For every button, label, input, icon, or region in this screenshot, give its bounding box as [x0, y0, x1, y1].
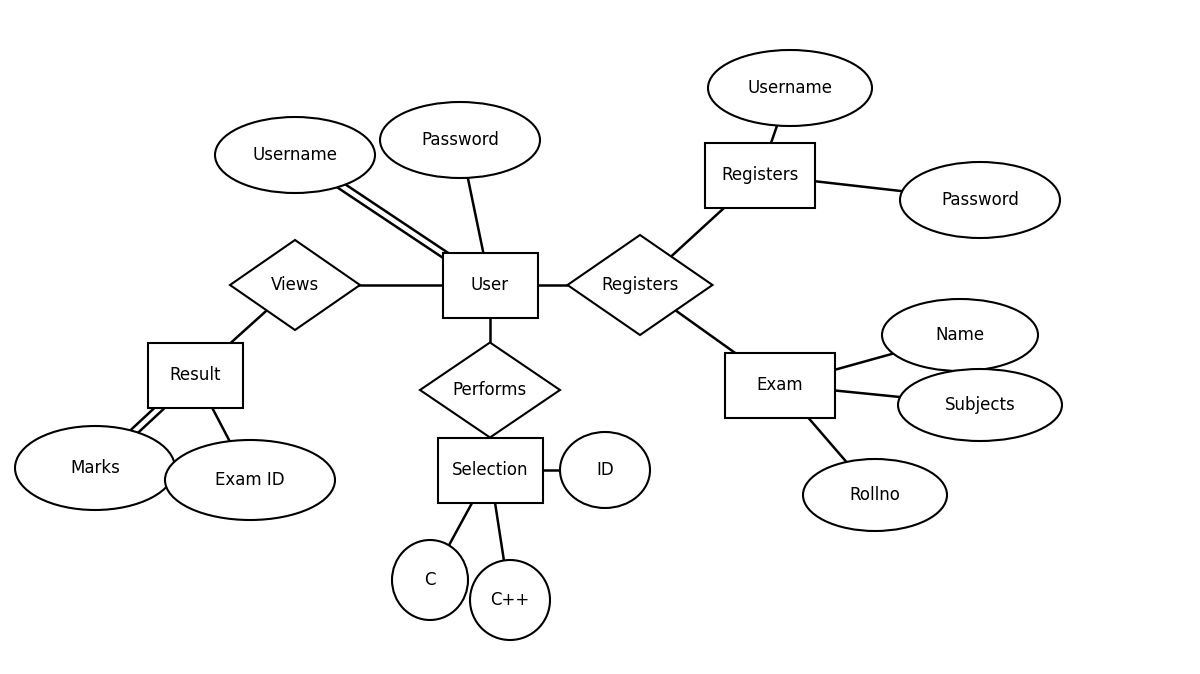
Ellipse shape [215, 117, 374, 193]
Ellipse shape [560, 432, 650, 508]
Text: Password: Password [941, 191, 1019, 209]
Bar [438, 437, 542, 503]
Text: Password: Password [421, 131, 499, 149]
Ellipse shape [708, 50, 872, 126]
Text: Name: Name [936, 326, 984, 344]
Text: Registers: Registers [601, 276, 679, 294]
Text: Selection: Selection [451, 461, 528, 479]
Text: Result: Result [169, 366, 221, 384]
Text: ID: ID [596, 461, 614, 479]
Text: User: User [470, 276, 509, 294]
Ellipse shape [166, 440, 335, 520]
Text: Rollno: Rollno [850, 486, 900, 504]
Text: Exam: Exam [757, 376, 803, 394]
Ellipse shape [14, 426, 175, 510]
Bar [148, 342, 242, 408]
Text: Views: Views [271, 276, 319, 294]
Bar [725, 353, 835, 417]
Ellipse shape [900, 162, 1060, 238]
Polygon shape [420, 342, 560, 437]
Ellipse shape [470, 560, 550, 640]
Ellipse shape [898, 369, 1062, 441]
Ellipse shape [392, 540, 468, 620]
Polygon shape [568, 235, 713, 335]
Polygon shape [230, 240, 360, 330]
Text: C: C [425, 571, 436, 589]
Ellipse shape [882, 299, 1038, 371]
Ellipse shape [380, 102, 540, 178]
Bar [706, 142, 815, 208]
Bar [443, 253, 538, 317]
Text: Exam ID: Exam ID [215, 471, 284, 489]
Text: Performs: Performs [452, 381, 527, 399]
Text: C++: C++ [491, 591, 529, 609]
Text: Username: Username [252, 146, 337, 164]
Text: Marks: Marks [70, 459, 120, 477]
Text: Registers: Registers [721, 166, 799, 184]
Text: Username: Username [748, 79, 833, 97]
Text: Subjects: Subjects [944, 396, 1015, 414]
Ellipse shape [803, 459, 947, 531]
